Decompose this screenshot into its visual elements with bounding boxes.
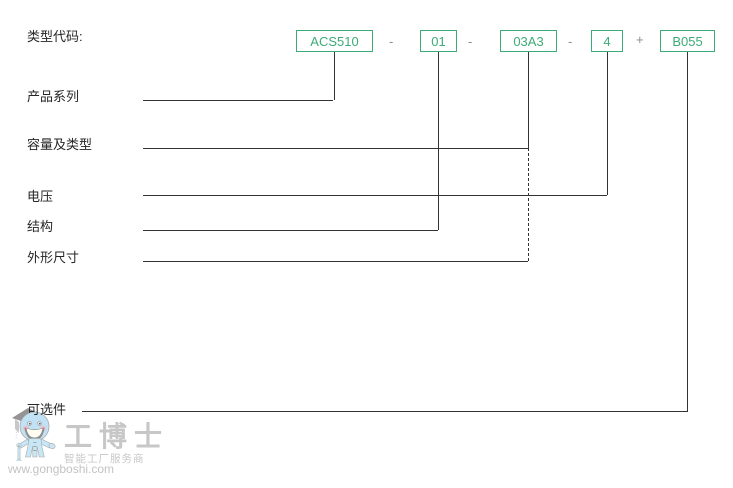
svg-text:工博士: 工博士 [64,421,169,453]
svg-text:www.gongboshi.com: www.gongboshi.com [8,462,114,476]
